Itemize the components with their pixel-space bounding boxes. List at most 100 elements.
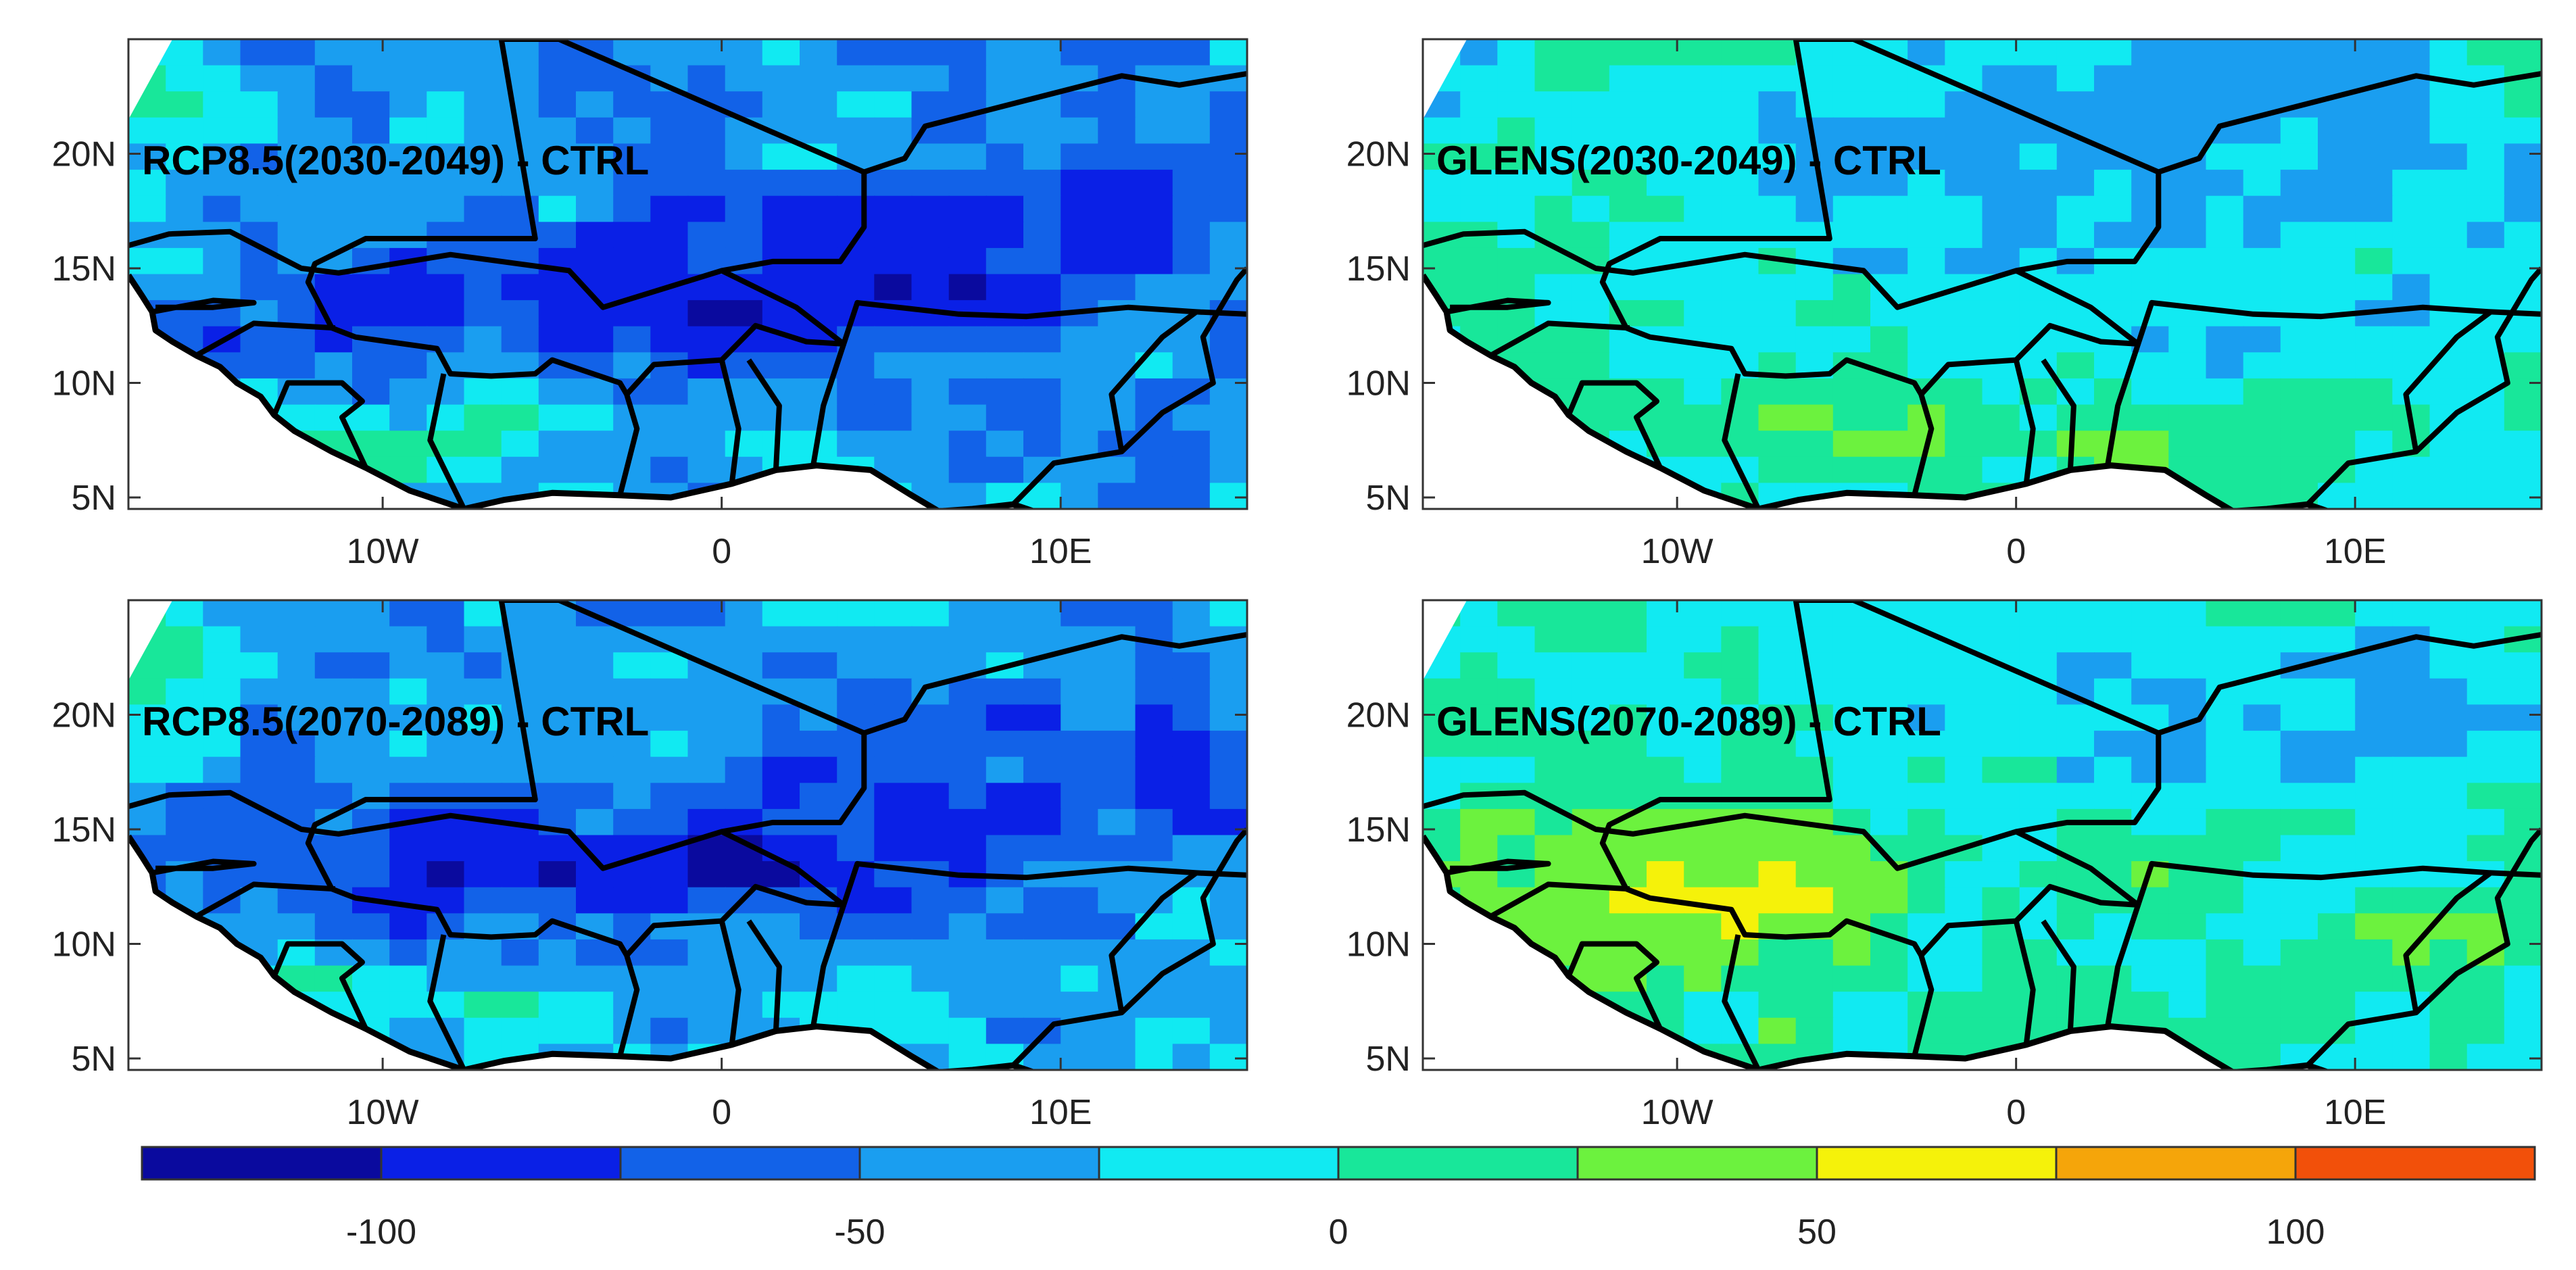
field-cell [2094, 91, 2133, 118]
field-cell [203, 247, 241, 275]
field-cell [986, 783, 1024, 810]
field-cell [1172, 731, 1211, 758]
field-cell [2429, 1044, 2468, 1070]
field-cell [2466, 1044, 2505, 1070]
field-cell [2168, 965, 2207, 993]
field-cell [911, 274, 950, 301]
axes-frame [127, 38, 1248, 510]
field-cell [203, 65, 241, 93]
field-cell [1832, 378, 1871, 406]
field-cell [2019, 704, 2058, 731]
field-cell [2206, 39, 2244, 66]
field-cell [240, 39, 278, 66]
field-cell [650, 143, 689, 170]
field-cell [389, 222, 428, 249]
y-tick-label: 20N [1346, 135, 1411, 174]
field-cell [911, 195, 950, 223]
field-cell [1982, 1017, 2020, 1045]
field-cell [1647, 143, 1685, 170]
field-cell [501, 835, 539, 862]
field-cell [2168, 431, 2207, 458]
field-cell [613, 783, 652, 810]
field-cell [986, 195, 1024, 223]
field-cell [986, 626, 1024, 654]
field-cell [1945, 39, 1983, 66]
field-cell [2280, 431, 2318, 458]
field-cell [538, 731, 577, 758]
field-cell [1945, 704, 1983, 731]
field-cell [2243, 939, 2281, 967]
field-cell [650, 117, 689, 145]
field-cell [687, 195, 726, 223]
field-cell [464, 887, 502, 914]
field-cell [1982, 600, 2020, 627]
field-cell [2131, 352, 2170, 379]
field-cell [1870, 992, 1909, 1019]
field-cell [2280, 247, 2318, 275]
country-border [2013, 359, 2036, 485]
field-cell [1497, 170, 1536, 197]
field-cell [1534, 352, 1573, 379]
field-cell [1647, 195, 1685, 223]
field-cell [277, 117, 316, 145]
field-cell [2392, 1044, 2431, 1070]
field-cell [1023, 808, 1062, 836]
field-cell [1023, 326, 1062, 353]
field-cell [1023, 431, 1062, 458]
field-cell [650, 678, 689, 706]
field-cell [538, 1017, 577, 1045]
field-cell [2243, 431, 2281, 458]
field-cell [650, 861, 689, 888]
field-cell [1870, 939, 1909, 967]
field-cell [2168, 887, 2207, 914]
field-cell [464, 992, 502, 1019]
field-cell [800, 39, 838, 66]
country-border [617, 393, 640, 496]
field-cell [2056, 756, 2095, 784]
field-cell [1209, 1017, 1247, 1045]
country-border [2105, 904, 2141, 1027]
field-cell [1684, 1017, 1722, 1045]
field-cell [576, 652, 614, 679]
field-cell [1870, 678, 1909, 706]
field-cell [948, 352, 987, 379]
field-cell [1907, 170, 1946, 197]
field-cell [1721, 835, 1759, 862]
field-cell [650, 887, 689, 914]
field-cell [1497, 143, 1536, 170]
field-cell [1098, 326, 1136, 353]
field-cell [1832, 652, 1871, 679]
field-cell [1647, 731, 1685, 758]
field-cell [2466, 222, 2505, 249]
field-cell [1795, 652, 1834, 679]
field-cell [427, 170, 465, 197]
field-cell [1023, 913, 1062, 940]
field-cell [1945, 939, 1983, 967]
field-cell [128, 704, 167, 731]
field-cell [1572, 626, 1610, 654]
field-cell [2243, 39, 2281, 66]
field-cell [2280, 887, 2318, 914]
field-cell [1098, 861, 1136, 888]
field-cell [2168, 992, 2207, 1019]
field-cell [389, 352, 428, 379]
field-cell [837, 274, 875, 301]
field-cell [314, 835, 353, 862]
country-border [1011, 266, 1247, 507]
field-cell [389, 39, 428, 66]
field-cell [874, 326, 913, 353]
field-cell [2318, 939, 2356, 967]
field-cell [277, 783, 316, 810]
field-cell [762, 222, 800, 249]
field-cell [1209, 39, 1247, 66]
field-cell [2392, 835, 2431, 862]
field-cell [725, 404, 763, 432]
field-cell [166, 91, 204, 118]
field-cell [1572, 913, 1610, 940]
field-cell [986, 456, 1024, 484]
field-cell [464, 404, 502, 432]
field-cell [389, 456, 428, 484]
field-cell [2168, 170, 2207, 197]
field-cell [1572, 195, 1610, 223]
field-cell [874, 117, 913, 145]
